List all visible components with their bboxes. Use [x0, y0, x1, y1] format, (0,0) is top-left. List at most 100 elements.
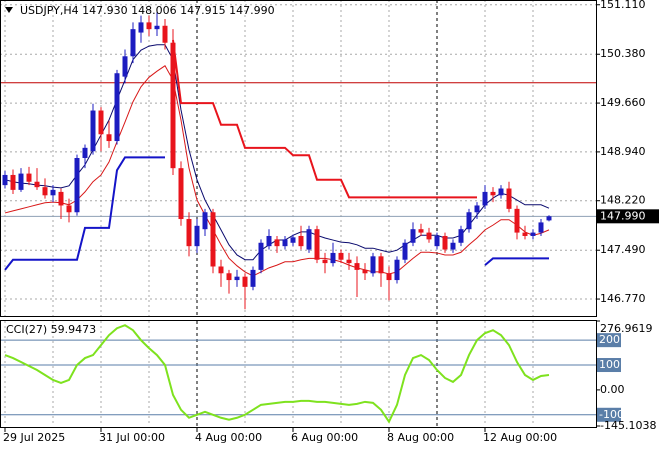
level-label: 100 — [599, 358, 620, 371]
candle-body — [58, 191, 64, 206]
y-tick-label: 148.940 — [600, 145, 646, 158]
y-tick-label: 148.220 — [600, 194, 646, 207]
level-label-box — [597, 358, 621, 373]
candle-body — [194, 225, 200, 247]
y-tick-label: 150.380 — [600, 47, 646, 60]
candle-body — [186, 219, 192, 247]
candle-body — [474, 205, 480, 213]
candle-body — [66, 205, 72, 213]
candle-body — [458, 229, 464, 243]
candle-body — [162, 25, 168, 43]
candle-body — [338, 252, 344, 260]
level-label: -100 — [599, 408, 624, 421]
y-tick-label: 146.770 — [600, 292, 646, 305]
candle-body — [426, 232, 432, 240]
cci-line — [4, 324, 550, 424]
candle-body — [82, 147, 88, 158]
candle-body — [442, 235, 448, 250]
indicator-title: CCI(27) 59.9473 — [6, 323, 96, 336]
candle-body — [10, 174, 16, 190]
candle-body — [354, 263, 360, 270]
candle-body — [522, 232, 528, 236]
candle-body — [74, 158, 80, 213]
x-tick-label: 6 Aug 00:00 — [291, 431, 358, 444]
candle-body — [250, 269, 256, 287]
candle-body — [506, 188, 512, 209]
candle-body — [274, 239, 280, 247]
candle-body — [18, 173, 24, 190]
candle-body — [226, 273, 232, 281]
candle-body — [90, 110, 96, 152]
candle-body — [402, 242, 408, 260]
candle-body — [530, 232, 536, 236]
candle-body — [418, 229, 424, 233]
y-tick-label: -145.1038 — [600, 419, 656, 432]
candle-body — [346, 259, 352, 264]
candle-body — [370, 256, 376, 274]
candle-body — [42, 187, 48, 196]
candle-body — [106, 134, 112, 142]
main-panel-border — [0, 0, 597, 317]
level-label: 200 — [599, 333, 620, 346]
candle-body — [234, 276, 240, 281]
candle-body — [138, 22, 144, 33]
candle-body — [290, 237, 296, 243]
x-tick-label: 8 Aug 00:00 — [387, 431, 454, 444]
candle-body — [466, 212, 472, 230]
candle-body — [386, 273, 392, 281]
indicator-line — [172, 39, 477, 199]
candle-body — [482, 191, 488, 206]
y-tick-label: 149.660 — [600, 96, 646, 109]
candle-body — [210, 212, 216, 267]
candle-body — [202, 212, 208, 230]
candle-body — [410, 229, 416, 243]
candle-body — [130, 29, 136, 57]
chart-title: USDJPY,H4 147.930 148.006 147.915 147.99… — [20, 4, 275, 17]
x-tick-label: 4 Aug 00:00 — [195, 431, 262, 444]
x-tick-label: 31 Jul 00:00 — [99, 431, 165, 444]
candle-body — [546, 216, 552, 221]
candle-body — [378, 256, 384, 274]
candle-body — [498, 188, 504, 196]
plot — [0, 12, 596, 424]
candle-body — [394, 259, 400, 281]
candle-body — [258, 242, 264, 270]
candle-body — [34, 181, 40, 188]
labels: 29 Jul 2025 31 Jul 00:00 4 Aug 00:00 6 Aug … — [3, 0, 659, 444]
x-tick-label: 12 Aug 00:00 — [483, 431, 557, 444]
y-tick-label: 276.9619 — [600, 322, 653, 335]
candle-body — [146, 22, 152, 30]
candle-body — [218, 266, 224, 274]
candle-body — [98, 110, 104, 135]
candle-body — [26, 173, 32, 182]
candle-body — [170, 42, 176, 169]
grid — [0, 0, 596, 426]
y-tick-label: 151.110 — [600, 0, 646, 11]
candle-body — [2, 174, 8, 186]
indicator-line — [4, 156, 549, 271]
candle-body — [434, 235, 440, 247]
candle-body — [306, 229, 312, 250]
y-tick-label: 147.490 — [600, 243, 646, 256]
candle-body — [178, 168, 184, 220]
price-tag-box — [597, 209, 659, 224]
candle-body — [154, 25, 160, 30]
indicator-line — [4, 65, 550, 277]
candle-body — [450, 242, 456, 250]
x-tick-label: 29 Jul 2025 — [3, 431, 65, 444]
candle-body — [282, 239, 288, 247]
y-tick-label: 0.00 — [600, 383, 625, 396]
price-tag: 147.990 — [600, 209, 646, 222]
indicator-panel-border — [0, 320, 597, 428]
candle-body — [242, 276, 248, 287]
candle-body — [490, 191, 496, 196]
candle-body — [514, 208, 520, 233]
level-label-box — [597, 407, 621, 422]
menu-arrow[interactable] — [5, 7, 13, 13]
candle-body — [298, 235, 304, 247]
candle-body — [322, 259, 328, 264]
level-label-box — [597, 333, 621, 348]
